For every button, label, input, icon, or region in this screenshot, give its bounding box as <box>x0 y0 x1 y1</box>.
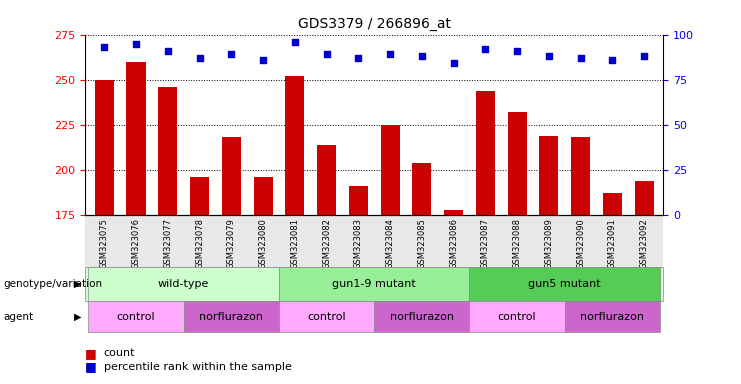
Bar <box>508 112 527 215</box>
Text: norflurazon: norflurazon <box>390 312 453 322</box>
Point <box>225 51 237 58</box>
Bar <box>95 80 114 215</box>
Point <box>416 53 428 59</box>
Point <box>289 39 301 45</box>
Bar <box>317 145 336 215</box>
Text: genotype/variation: genotype/variation <box>4 279 103 289</box>
Text: control: control <box>498 312 536 322</box>
Point <box>448 60 459 66</box>
Title: GDS3379 / 266896_at: GDS3379 / 266896_at <box>298 17 451 31</box>
Text: norflurazon: norflurazon <box>199 312 263 322</box>
Bar <box>476 91 495 215</box>
Bar <box>222 137 241 215</box>
Point <box>162 48 173 54</box>
Point <box>257 57 269 63</box>
Text: gun1-9 mutant: gun1-9 mutant <box>332 279 416 289</box>
Point <box>511 48 523 54</box>
Text: ▶: ▶ <box>74 279 82 289</box>
Point <box>130 41 142 47</box>
Point <box>638 53 650 59</box>
Bar <box>285 76 305 215</box>
Bar <box>634 181 654 215</box>
Bar <box>444 210 463 215</box>
Point <box>193 55 205 61</box>
Bar <box>412 163 431 215</box>
Text: percentile rank within the sample: percentile rank within the sample <box>104 362 292 372</box>
Point <box>543 53 555 59</box>
Point <box>606 57 618 63</box>
Bar <box>349 186 368 215</box>
Text: control: control <box>308 312 346 322</box>
Bar <box>190 177 209 215</box>
Bar <box>571 137 590 215</box>
Bar <box>603 194 622 215</box>
Text: norflurazon: norflurazon <box>580 312 645 322</box>
Point <box>479 46 491 52</box>
Bar <box>159 87 177 215</box>
Point <box>353 55 365 61</box>
Point <box>321 51 333 58</box>
Bar <box>253 177 273 215</box>
Text: gun5 mutant: gun5 mutant <box>528 279 601 289</box>
Text: agent: agent <box>4 312 34 322</box>
Text: wild-type: wild-type <box>158 279 210 289</box>
Point <box>575 55 587 61</box>
Bar <box>539 136 559 215</box>
Text: ▶: ▶ <box>74 312 82 322</box>
Text: ■: ■ <box>85 347 97 360</box>
Bar <box>127 62 145 215</box>
Point <box>99 44 110 50</box>
Text: control: control <box>117 312 156 322</box>
Point <box>384 51 396 58</box>
Text: count: count <box>104 348 136 358</box>
Bar <box>381 125 399 215</box>
Text: ■: ■ <box>85 360 97 373</box>
